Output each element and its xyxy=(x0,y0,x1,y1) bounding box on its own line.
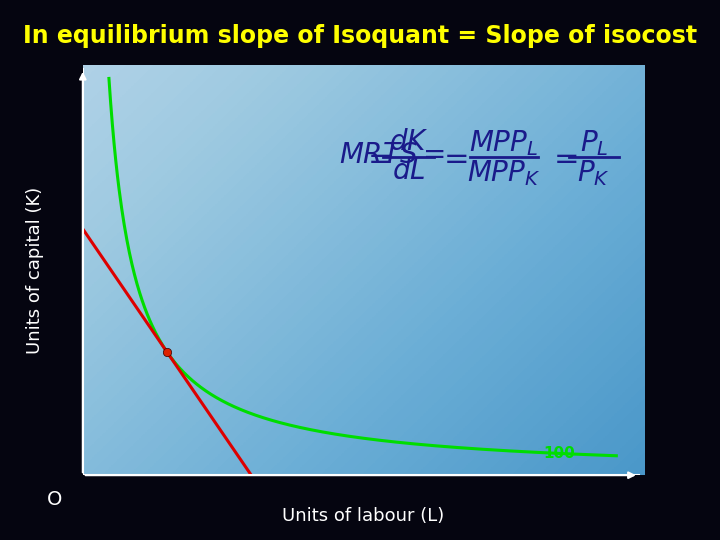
Text: $P_K$: $P_K$ xyxy=(577,159,611,188)
Text: $dK$: $dK$ xyxy=(389,129,428,156)
Text: $P_L$: $P_L$ xyxy=(580,128,608,158)
Text: O: O xyxy=(47,490,63,509)
Text: In equilibrium slope of Isoquant = Slope of isocost: In equilibrium slope of Isoquant = Slope… xyxy=(23,24,697,48)
Text: Units of labour (L): Units of labour (L) xyxy=(282,507,445,525)
Text: 100: 100 xyxy=(544,446,575,461)
Text: $dL$: $dL$ xyxy=(392,158,426,185)
Text: $=$: $=$ xyxy=(548,141,578,173)
Text: $\mathit{MRTS} = $: $\mathit{MRTS} = $ xyxy=(339,141,444,168)
Text: $=$: $=$ xyxy=(362,141,393,173)
Text: $MPP_L$: $MPP_L$ xyxy=(469,128,539,158)
Text: Units of capital (K): Units of capital (K) xyxy=(26,186,44,354)
Text: $=$: $=$ xyxy=(438,141,469,173)
Text: $MPP_K$: $MPP_K$ xyxy=(467,159,541,188)
